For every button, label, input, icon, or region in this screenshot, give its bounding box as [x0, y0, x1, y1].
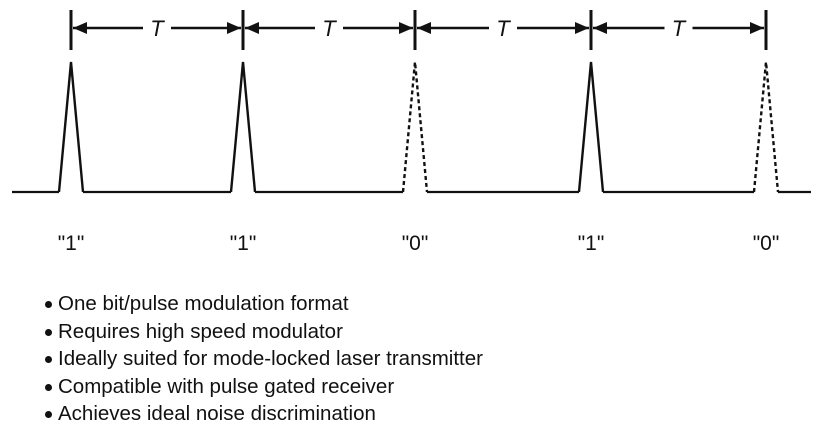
- bullet-dot-icon: [45, 383, 52, 391]
- bit-label: "1": [578, 232, 605, 255]
- period-label: T: [496, 16, 511, 41]
- bullet-dot-icon: [45, 411, 52, 419]
- feature-bullet: Compatible with pulse gated receiver: [45, 373, 483, 401]
- period-label: T: [150, 16, 165, 41]
- pulse-one: [577, 61, 605, 193]
- pulse-zero-dashed: [401, 61, 429, 193]
- feature-bullet: One bit/pulse modulation format: [45, 290, 483, 318]
- feature-bullet-text: Ideally suited for mode-locked laser tra…: [58, 347, 483, 371]
- bullet-dot-icon: [45, 328, 52, 336]
- pulse-waveform: [12, 61, 811, 194]
- period-markers: [69, 10, 768, 50]
- feature-bullet-text: Achieves ideal noise discrimination: [58, 402, 376, 426]
- feature-bullet-text: Requires high speed modulator: [58, 319, 343, 343]
- feature-bullet: Ideally suited for mode-locked laser tra…: [45, 345, 483, 373]
- pulse-one: [229, 61, 257, 193]
- bullet-dot-icon: [45, 301, 52, 308]
- bit-label: "1": [230, 232, 257, 255]
- period-label: T: [322, 16, 337, 41]
- bit-labels: "1" "1" "0" "1" "0": [58, 232, 780, 255]
- feature-bullet: Requires high speed modulator: [45, 318, 483, 346]
- bit-label: "1": [58, 232, 85, 255]
- feature-bullet-text: Compatible with pulse gated receiver: [58, 374, 395, 398]
- feature-list: One bit/pulse modulation format Requires …: [45, 290, 483, 428]
- feature-bullet: Achieves ideal noise discrimination: [45, 400, 483, 428]
- bullet-dot-icon: [45, 356, 52, 364]
- feature-bullet-text: One bit/pulse modulation format: [58, 292, 349, 315]
- pulse-zero-dashed: [752, 61, 780, 193]
- bit-label: "0": [753, 232, 780, 255]
- period-label: T: [672, 16, 687, 41]
- bit-label: "0": [402, 232, 429, 255]
- pulse-one: [57, 61, 85, 193]
